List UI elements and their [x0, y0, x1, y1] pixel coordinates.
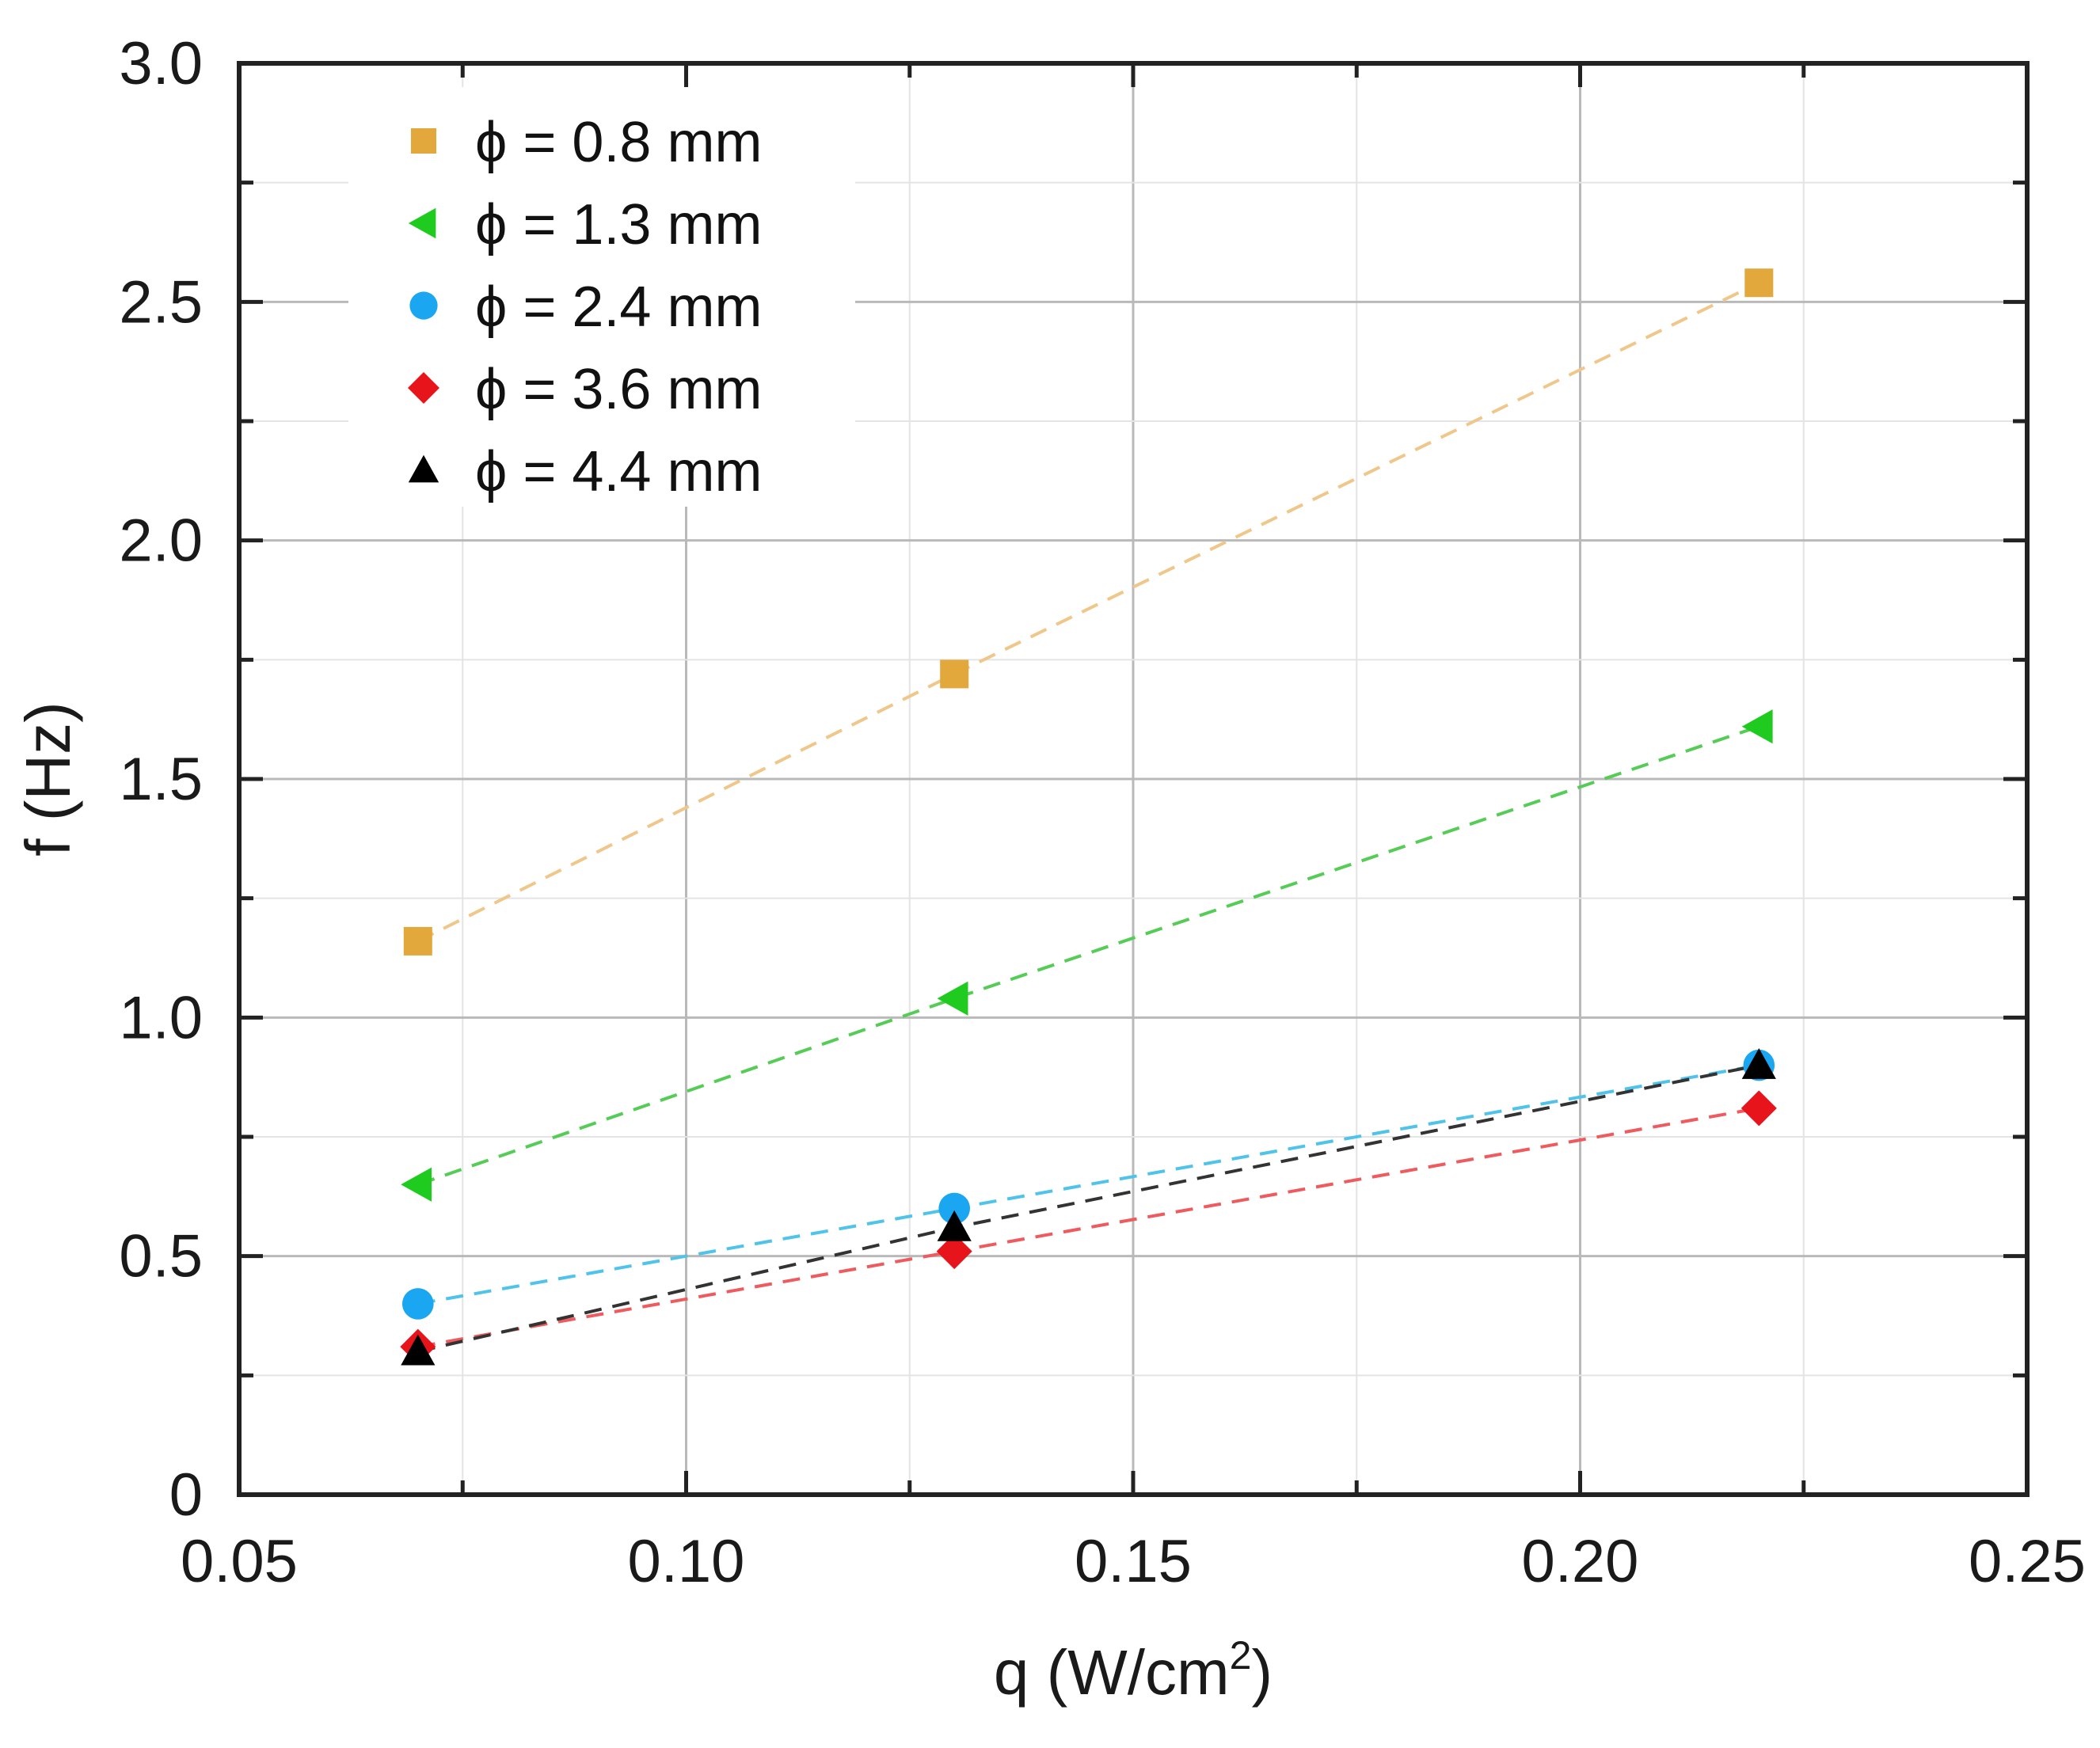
- x-tick-label: 0.10: [628, 1528, 745, 1595]
- x-axis-title-superscript: 2: [1230, 1633, 1252, 1678]
- data-point-series-2: [937, 981, 968, 1016]
- grid: [239, 63, 2027, 1495]
- legend-label-series-3: ϕ = 2.4 mm: [475, 276, 762, 339]
- legend: ϕ = 0.8 mm ϕ = 1.3 mm ϕ = 2.4 mm ϕ = 3.6 mm…: [408, 111, 762, 504]
- y-tick-label: 0: [169, 1461, 203, 1529]
- legend-label-series-2: ϕ = 1.3 mm: [475, 193, 762, 256]
- data-point-series-3: [938, 1192, 970, 1225]
- x-tick-label: 0.20: [1522, 1528, 1639, 1595]
- tick-labels: 0.05 0.10 0.15 0.20 0.25 0 0.5 1.0 1.5 2.0 2.5 3.0: [119, 30, 2086, 1595]
- x-tick-label: 0.05: [181, 1528, 298, 1595]
- y-axis-title: f (Hz): [13, 701, 83, 857]
- legend-marker-series-3: [409, 291, 438, 320]
- x-axis-title-end: ): [1251, 1637, 1273, 1708]
- data-point-series-1: [940, 659, 969, 689]
- y-tick-label: 1.5: [119, 746, 203, 813]
- data-point-series-5: [937, 1210, 972, 1241]
- legend-label-series-1: ϕ = 0.8 mm: [475, 111, 762, 174]
- y-tick-label: 2.0: [119, 507, 203, 575]
- y-tick-label: 3.0: [119, 30, 203, 97]
- data-point-series-4: [1740, 1090, 1777, 1127]
- legend-marker-series-5: [408, 454, 439, 483]
- x-tick-label: 0.15: [1075, 1528, 1192, 1595]
- x-axis-title: q (W/cm2): [994, 1633, 1273, 1708]
- data-point-series-3: [402, 1288, 434, 1320]
- axis-ticks: [237, 61, 2030, 1497]
- data-point-series-5: [1741, 1048, 1776, 1079]
- data-point-series-1: [403, 926, 432, 956]
- legend-marker-series-4: [408, 372, 439, 404]
- data-point-series-4: [936, 1233, 972, 1270]
- x-axis-title-main: q (W/cm: [994, 1637, 1230, 1708]
- data-point-series-2: [401, 1167, 432, 1202]
- legend-label-series-5: ϕ = 4.4 mm: [475, 440, 762, 504]
- data-point-series-5: [401, 1334, 436, 1366]
- data-point-series-1: [1744, 268, 1774, 298]
- y-tick-label: 0.5: [119, 1223, 203, 1290]
- data-points: [400, 268, 1777, 1366]
- x-tick-label: 0.25: [1969, 1528, 2086, 1595]
- legend-marker-series-1: [411, 128, 436, 154]
- legend-label-series-4: ϕ = 3.6 mm: [475, 358, 762, 421]
- data-point-series-2: [1741, 709, 1773, 744]
- y-tick-label: 2.5: [119, 268, 203, 336]
- y-tick-label: 1.0: [119, 984, 203, 1051]
- legend-marker-series-2: [408, 207, 436, 239]
